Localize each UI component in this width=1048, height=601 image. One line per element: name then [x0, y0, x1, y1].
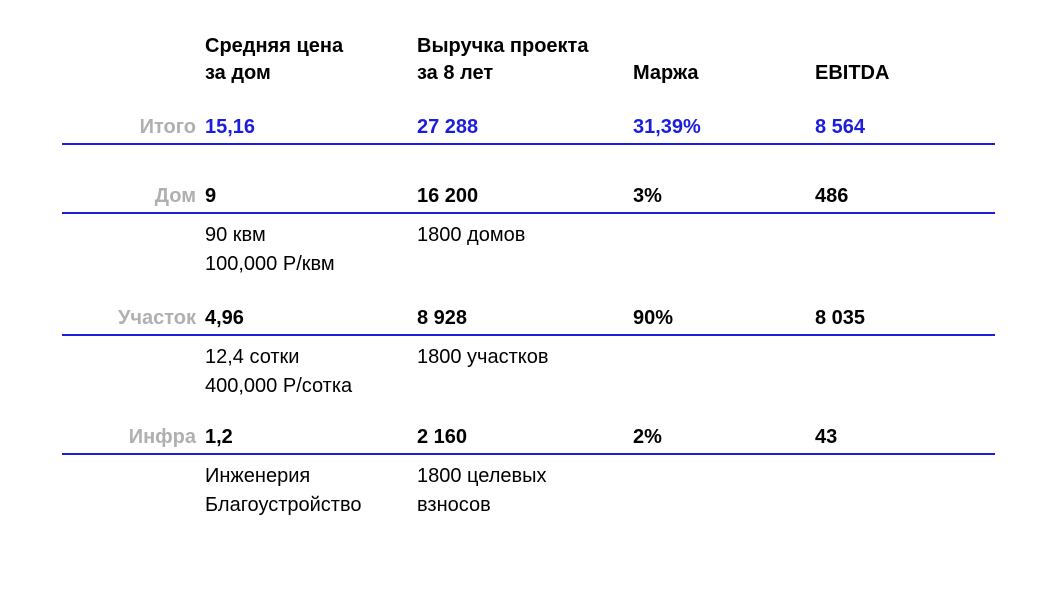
row-house-details-spacer [62, 221, 205, 279]
row-infra-margin: 2% [633, 426, 662, 448]
empty-cell [815, 221, 995, 279]
row-total-ebitda: 8 564 [815, 116, 866, 138]
row-plot-details-volume: 1800 участков [417, 343, 633, 401]
row-house-label: Дом [154, 185, 196, 207]
row-infra-details-volume: 1800 целевых взносов [417, 462, 633, 520]
column-header-avg-price-line2: за дом [205, 62, 271, 84]
row-plot-details-price: 12,4 сотки 400,000 Р/сотка [205, 343, 417, 401]
empty-cell [633, 221, 815, 279]
row-plot-details: 12,4 сотки 400,000 Р/сотка 1800 участков [62, 343, 995, 401]
detail-line: Благоустройство [205, 494, 362, 516]
detail-line: 1800 домов [417, 224, 526, 246]
column-header-margin: Маржа [633, 60, 815, 87]
detail-line: 400,000 Р/сотка [205, 375, 353, 397]
row-plot-revenue: 8 928 [417, 307, 468, 329]
detail-line: 90 квм [205, 224, 266, 246]
row-infra-label: Инфра [128, 426, 196, 448]
column-header-ebitda-label: EBITDA [815, 62, 890, 84]
row-house-details: 90 квм 100,000 Р/квм 1800 домов [62, 221, 995, 279]
row-total-revenue: 27 288 [417, 116, 479, 138]
row-total-avg-price: 15,16 [205, 116, 256, 138]
row-infra-details: Инженерия Благоустройство 1800 целевых в… [62, 462, 995, 520]
column-header-revenue-line2: за 8 лет [417, 62, 494, 84]
row-total: Итого 15,16 27 288 31,39% 8 564 [62, 116, 995, 145]
row-plot-ebitda: 8 035 [815, 307, 866, 329]
empty-cell [815, 462, 995, 520]
column-header-avg-price: Средняя цена за дом [205, 33, 417, 87]
row-plot: Участок 4,96 8 928 90% 8 035 [62, 307, 995, 336]
column-header-avg-price-line1: Средняя цена [205, 35, 344, 57]
empty-cell [633, 462, 815, 520]
detail-line: 100,000 Р/квм [205, 253, 335, 275]
row-infra-revenue: 2 160 [417, 426, 468, 448]
row-plot-avg-price: 4,96 [205, 307, 244, 329]
table-header: Средняя цена за дом Выручка проекта за 8… [62, 33, 995, 87]
row-infra-details-items: Инженерия Благоустройство [205, 462, 417, 520]
row-infra-ebitda: 43 [815, 426, 838, 448]
row-total-label: Итого [139, 116, 196, 138]
row-house-avg-price: 9 [205, 185, 217, 207]
row-house: Дом 9 16 200 3% 486 [62, 185, 995, 214]
empty-cell [815, 343, 995, 401]
column-header-revenue: Выручка проекта за 8 лет [417, 33, 633, 87]
row-house-revenue: 16 200 [417, 185, 479, 207]
row-infra: Инфра 1,2 2 160 2% 43 [62, 426, 995, 455]
empty-cell [633, 343, 815, 401]
row-house-margin: 3% [633, 185, 662, 207]
row-infra-avg-price: 1,2 [205, 426, 233, 448]
detail-line: 1800 участков [417, 346, 549, 368]
row-infra-details-spacer [62, 462, 205, 520]
row-plot-details-spacer [62, 343, 205, 401]
row-total-margin: 31,39% [633, 116, 701, 138]
row-house-details-price: 90 квм 100,000 Р/квм [205, 221, 417, 279]
project-financials-table: Средняя цена за дом Выручка проекта за 8… [62, 33, 995, 520]
detail-line: 1800 целевых [417, 465, 547, 487]
detail-line: взносов [417, 494, 491, 516]
row-plot-label: Участок [117, 307, 196, 329]
row-plot-margin: 90% [633, 307, 674, 329]
column-header-margin-label: Маржа [633, 62, 699, 84]
row-house-ebitda: 486 [815, 185, 849, 207]
column-header-revenue-line1: Выручка проекта [417, 35, 589, 57]
detail-line: 12,4 сотки [205, 346, 300, 368]
detail-line: Инженерия [205, 465, 311, 487]
column-header-ebitda: EBITDA [815, 60, 995, 87]
row-house-details-volume: 1800 домов [417, 221, 633, 279]
